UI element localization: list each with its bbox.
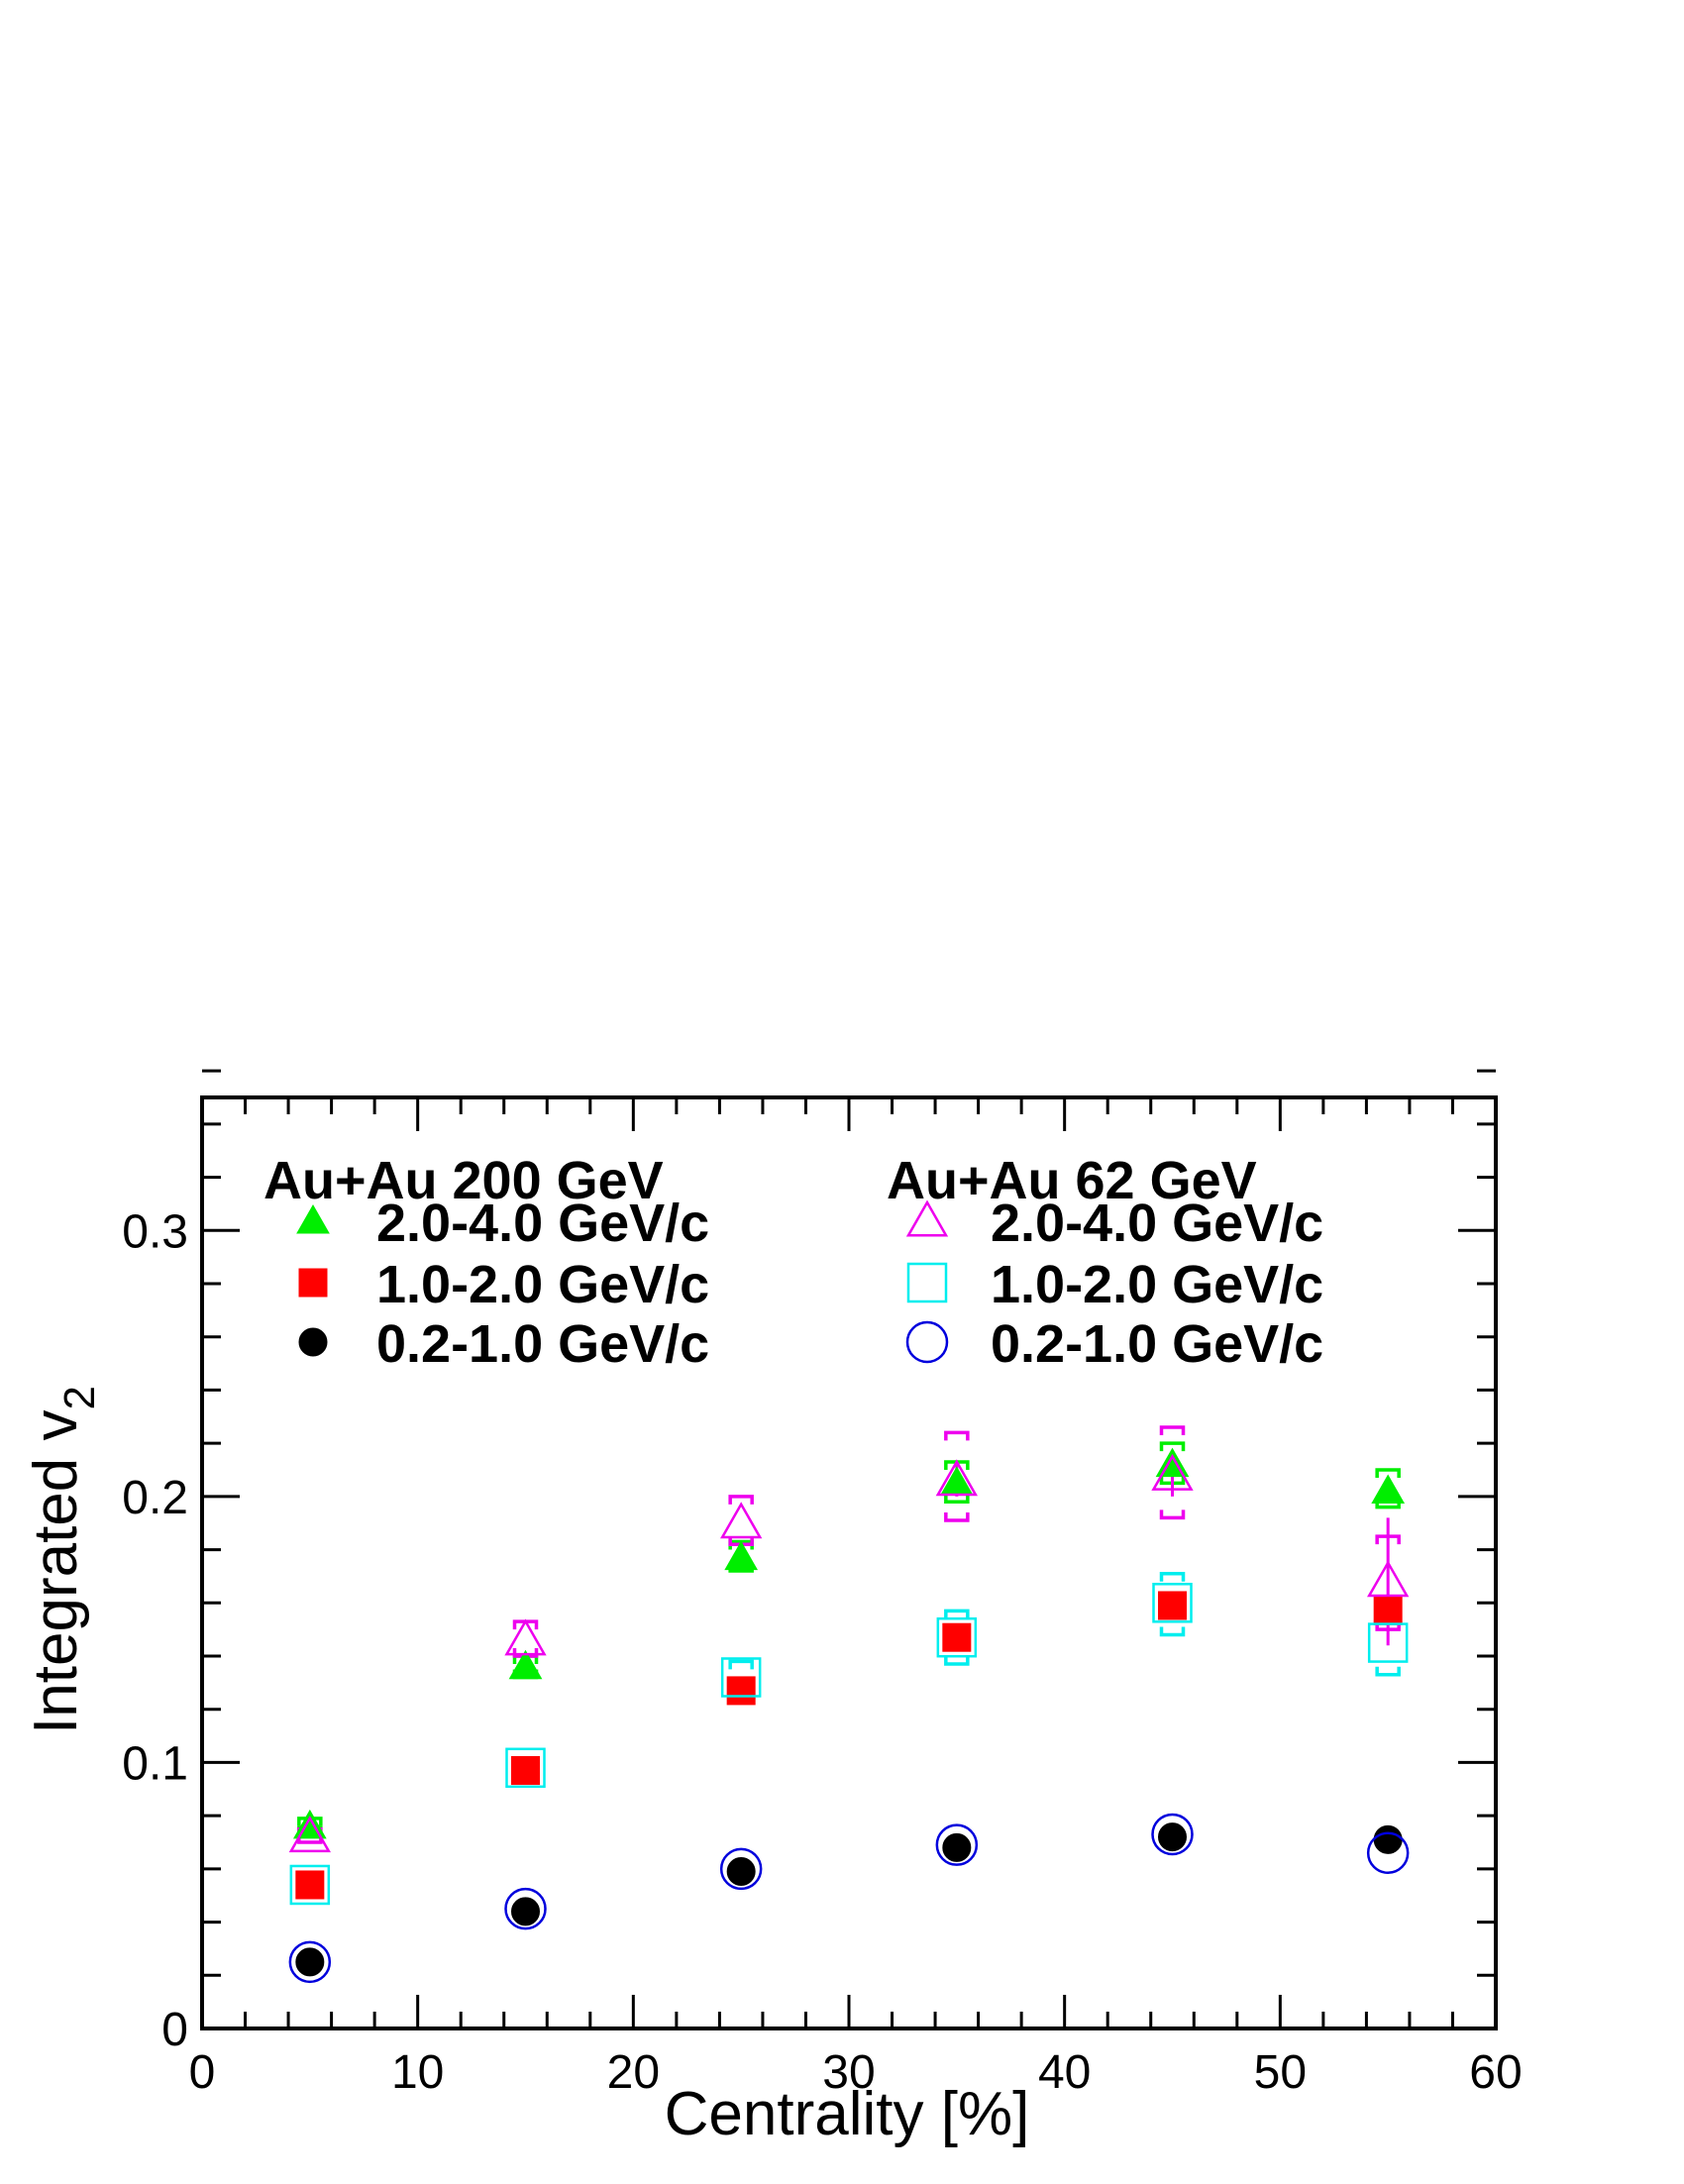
data-point (942, 1832, 972, 1862)
axis-ticks (200, 1069, 1498, 2030)
data-point (720, 1502, 763, 1539)
series-2-points (295, 1822, 1403, 1977)
axis-tick-labels: 0 10 20 30 40 50 60 0 0.1 0.2 0.3 (122, 1205, 1522, 2099)
data-markers (288, 1425, 1410, 1984)
y-axis-title-subscript: 2 (55, 1386, 104, 1409)
data-point (288, 1940, 332, 1984)
series-3-points (288, 1453, 1410, 1853)
sys-bracket-top (1159, 1441, 1186, 1452)
x-tick-label: 40 (1038, 2046, 1091, 2099)
data-point (1155, 1447, 1190, 1478)
data-point (1367, 1622, 1409, 1663)
data-point (1158, 1591, 1187, 1620)
series-4-points (289, 1583, 1409, 1906)
sys-bracket-top (1159, 1571, 1186, 1582)
data-point (1152, 1583, 1193, 1623)
data-point (936, 1616, 978, 1658)
sys-bracket-top (728, 1495, 754, 1505)
x-tick-label: 60 (1469, 2046, 1522, 2099)
legend-marker (905, 1199, 949, 1237)
y-tick-label: 0.3 (122, 1205, 188, 1258)
data-point (1151, 1813, 1194, 1856)
data-point (511, 1755, 540, 1785)
legend-marker (296, 1203, 330, 1234)
legend-label: 2.0-4.0 GeV/c (991, 1194, 1323, 1253)
sys-bracket-bottom (1375, 1666, 1401, 1677)
legend-label: 1.0-2.0 GeV/c (991, 1255, 1323, 1314)
y-tick-label: 0.1 (122, 1737, 188, 1790)
data-point (289, 1864, 331, 1906)
data-point (1366, 1831, 1410, 1874)
data-point (1373, 1596, 1403, 1625)
legend-group-62gev-title: Au+Au 62 GeV (887, 1151, 1257, 1210)
series-5-points (288, 1813, 1410, 1984)
data-point (935, 1459, 978, 1497)
series-3-group (297, 1425, 1401, 1844)
sys-bracket-top (728, 1659, 754, 1670)
sys-bracket-top (944, 1430, 970, 1441)
sys-bracket-bottom (944, 1656, 970, 1666)
sys-bracket-bottom (944, 1494, 970, 1504)
sys-bracket-bottom (1159, 1509, 1186, 1520)
legend-marker (906, 1262, 948, 1303)
data-point (1373, 1824, 1403, 1854)
x-tick-label: 50 (1254, 2046, 1307, 2099)
data-point (505, 1747, 546, 1789)
data-point (1367, 1560, 1410, 1598)
data-point (511, 1897, 540, 1926)
x-tick-label: 30 (822, 2046, 875, 2099)
x-axis-title: Centrality [%] (665, 2080, 1030, 2148)
sys-bracket-top (1375, 1468, 1401, 1478)
legend-label: 0.2-1.0 GeV/c (376, 1314, 709, 1374)
legend-label: 1.0-2.0 GeV/c (376, 1255, 709, 1314)
data-point (288, 1816, 331, 1853)
data-point (295, 1947, 325, 1977)
legend-marker (298, 1327, 328, 1357)
data-point (720, 1657, 762, 1698)
sys-bracket-bottom (944, 1512, 970, 1522)
data-point (1158, 1822, 1187, 1852)
y-tick-label: 0 (161, 2004, 188, 2056)
data-point (295, 1870, 325, 1900)
y-axis-title-main: Integrated v (22, 1410, 90, 1734)
x-tick-label: 20 (607, 2046, 660, 2099)
series-0-points (292, 1447, 1406, 1839)
sys-bracket-bottom (1159, 1626, 1186, 1637)
series-4-group (297, 1571, 1401, 1893)
data-point (508, 1649, 543, 1680)
legend: Au+Au 200 GeV Au+Au 62 GeV 2.0-4.0 GeV/c… (263, 1151, 1323, 1374)
x-tick-label: 0 (189, 2046, 216, 2099)
sys-bracket-top (944, 1609, 970, 1619)
series-1-points (295, 1591, 1403, 1900)
data-point (726, 1857, 756, 1887)
legend-group-200gev-title: Au+Au 200 GeV (263, 1151, 664, 1210)
sys-bracket-top (1159, 1425, 1186, 1436)
series-0-group (297, 1441, 1401, 1836)
data-point (726, 1676, 756, 1706)
y-axis-title: Integrated v2 (22, 1386, 104, 1734)
data-point (719, 1847, 763, 1891)
data-point (724, 1540, 759, 1571)
legend-label: 0.2-1.0 GeV/c (991, 1314, 1323, 1374)
data-point (942, 1622, 972, 1652)
data-point (504, 1618, 547, 1656)
data-point (1371, 1474, 1406, 1504)
data-point (935, 1823, 979, 1866)
data-point (504, 1887, 547, 1930)
x-tick-label: 10 (391, 2046, 444, 2099)
legend-marker (905, 1320, 949, 1364)
legend-label: 2.0-4.0 GeV/c (376, 1194, 709, 1253)
legend-marker (298, 1268, 328, 1298)
data-point (1151, 1453, 1194, 1491)
y-tick-label: 0.2 (122, 1472, 188, 1524)
